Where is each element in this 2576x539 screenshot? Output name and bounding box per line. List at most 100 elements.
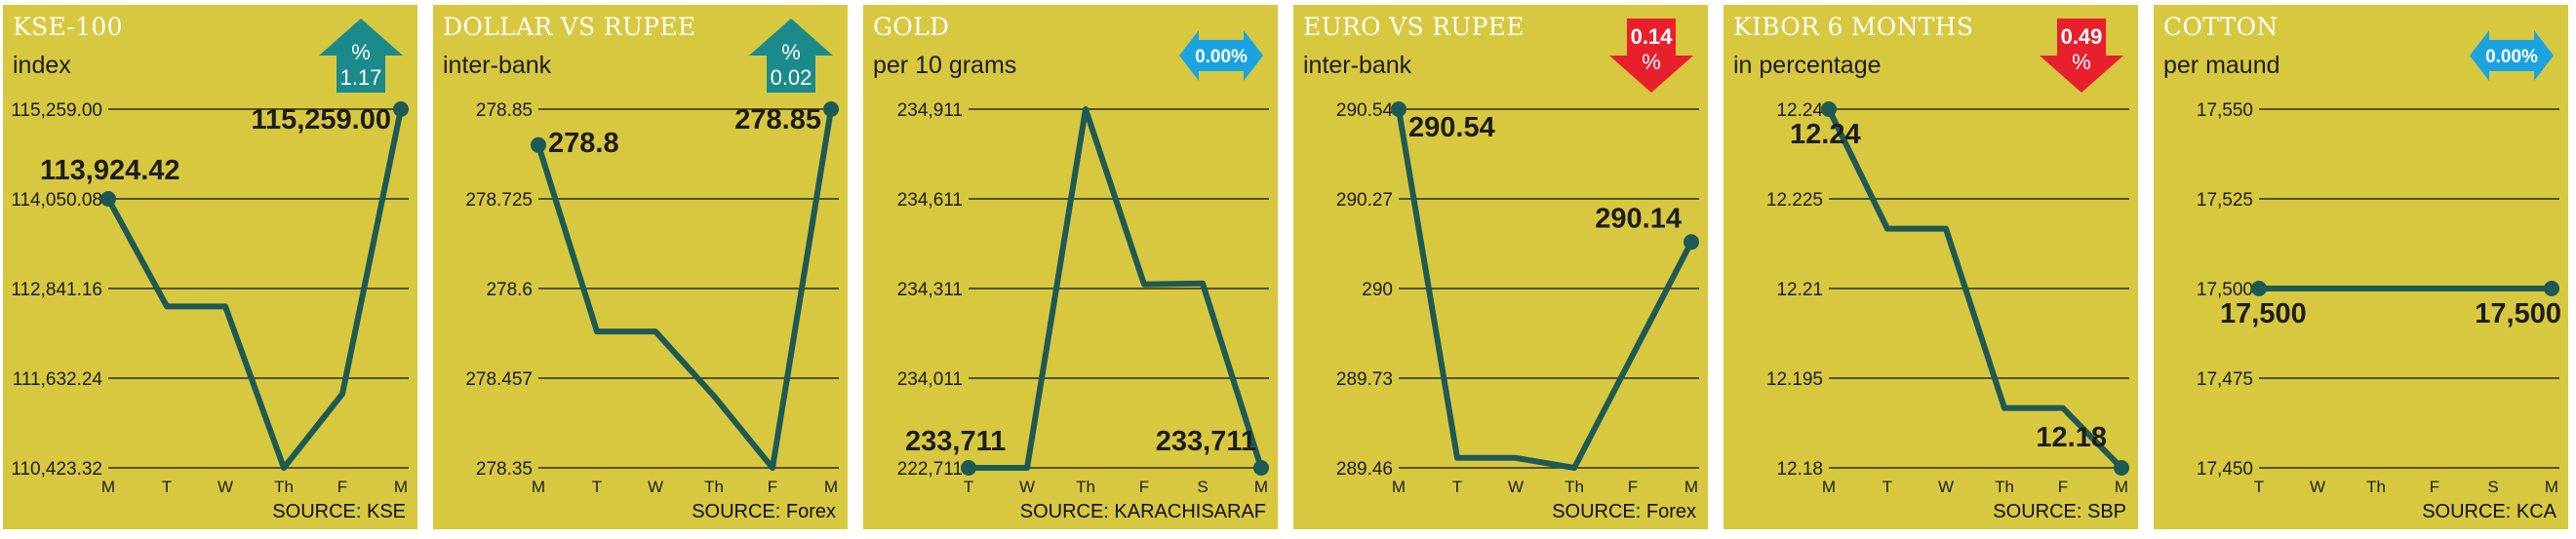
data-point [2114,460,2129,476]
data-label: 17,500 [2475,298,2561,329]
x-tick-label: T [162,478,172,496]
y-tick-label: 290.54 [1336,100,1394,121]
x-tick-label: M [1684,478,1698,496]
change-symbol: % [2072,50,2091,74]
y-tick-label: 12.18 [1776,459,1823,480]
data-point [531,136,546,153]
data-point [1821,101,1837,117]
y-tick-label: 12.195 [1766,369,1823,390]
chart-source: SOURCE: Forex [692,501,836,522]
x-tick-label: M [101,478,115,496]
change-value: 0.00% [2485,47,2538,67]
chart-source: SOURCE: KCA [2422,501,2556,522]
x-tick-label: M [532,478,545,496]
change-value: 0.02 [771,65,812,90]
x-tick-label: T [592,478,602,496]
series-line [1396,106,1694,471]
x-tick-label: F [337,478,347,496]
y-tick-label: 278.85 [476,100,533,121]
data-point [2251,281,2267,296]
y-tick-label: 234,311 [897,280,963,300]
data-point [823,101,839,117]
chart-panel-kse100: KSE-100 index 115,259.00 114,050.08 112,84… [3,5,417,529]
arrow-left-right-icon [2470,30,2554,81]
y-tick-label: 234,011 [897,369,963,390]
change-value: 0.49 [2061,24,2103,49]
change-value: 1.17 [340,65,382,90]
y-tick-label: 114,050.08 [11,190,102,211]
y-tick-label: 234,611 [897,190,963,211]
x-tick-label: S [2487,478,2498,496]
data-label: 278.85 [734,104,821,135]
y-tick-label: 290 [1362,280,1393,300]
x-tick-label: F [1628,478,1638,496]
y-tick-label: 12.24 [1776,100,1823,121]
x-tick-label: F [768,478,777,496]
y-tick-label: 12.225 [1766,190,1823,211]
data-label: 233,711 [1156,426,1256,457]
y-tick-label: 111,632.24 [13,369,103,390]
data-point [2544,281,2559,296]
y-tick-label: 278.6 [486,280,533,300]
chart-source: SOURCE: Forex [1552,501,1696,522]
x-tick-label: Th [704,478,724,496]
chart-subtitle: inter-bank [443,52,552,79]
x-tick-label: M [1392,478,1406,496]
y-tick-label: 17,500 [2197,280,2253,300]
data-point [393,101,409,117]
y-tick-label: 289.73 [1336,369,1393,390]
y-tick-label: 289.46 [1336,459,1393,480]
change-badge: 0.00% [1179,30,1263,81]
y-tick-label: 278.457 [465,369,533,390]
change-badge: 0.00% [2470,30,2554,81]
x-tick-label: M [824,478,838,496]
x-tick-label: W [2310,478,2325,496]
change-symbol: % [781,40,801,64]
x-tick-label: T [1882,478,1892,496]
change-badge: %0.02 [749,19,833,93]
arrow-up-icon [319,19,403,93]
series-line [966,106,1264,471]
series-line [1826,106,2124,471]
arrow-down-icon [2040,19,2123,93]
change-value: 0.00% [1195,47,1248,67]
chart-subtitle: per 10 grams [873,52,1017,79]
change-value: 0.14 [1631,24,1674,49]
y-tick-label: 234,911 [897,100,963,121]
chart-subtitle: inter-bank [1303,52,1412,79]
y-tick-label: 290.27 [1336,190,1393,211]
data-point [1684,234,1699,250]
x-tick-label: W [1508,478,1524,496]
data-point [961,460,976,476]
chart-subtitle: in percentage [1733,52,1882,79]
chart-source: SOURCE: KSE [272,501,406,522]
x-tick-label: Th [1076,478,1095,496]
x-tick-label: W [1019,478,1035,496]
chart-subtitle: per maund [2163,52,2280,79]
x-tick-label: M [2545,478,2558,496]
change-badge: %1.17 [319,19,403,93]
y-tick-label: 17,450 [2197,459,2253,480]
data-label: 12.24 [1790,119,1861,150]
y-tick-label: 12.21 [1776,280,1823,300]
chart-title: COTTON [2163,13,2279,41]
y-tick-label: 222,711 [897,459,963,480]
data-point [1391,101,1407,117]
chart-panel-euro-vs-rupee: EURO VS RUPEE inter-bank 290.54 290.27 290… [1293,5,1708,529]
x-tick-label: W [648,478,663,496]
x-tick-label: Th [1995,478,2014,496]
series-line [105,106,404,471]
y-tick-label: 17,475 [2197,369,2253,390]
y-tick-label: 278.35 [476,459,533,480]
data-point [1253,460,1269,476]
x-tick-label: M [2115,478,2128,496]
x-tick-label: T [2254,478,2264,496]
chart-title: DOLLAR VS RUPEE [443,13,696,41]
chart-title: GOLD [873,13,950,41]
y-tick-label: 17,550 [2197,100,2253,121]
x-tick-label: Th [2366,478,2386,496]
